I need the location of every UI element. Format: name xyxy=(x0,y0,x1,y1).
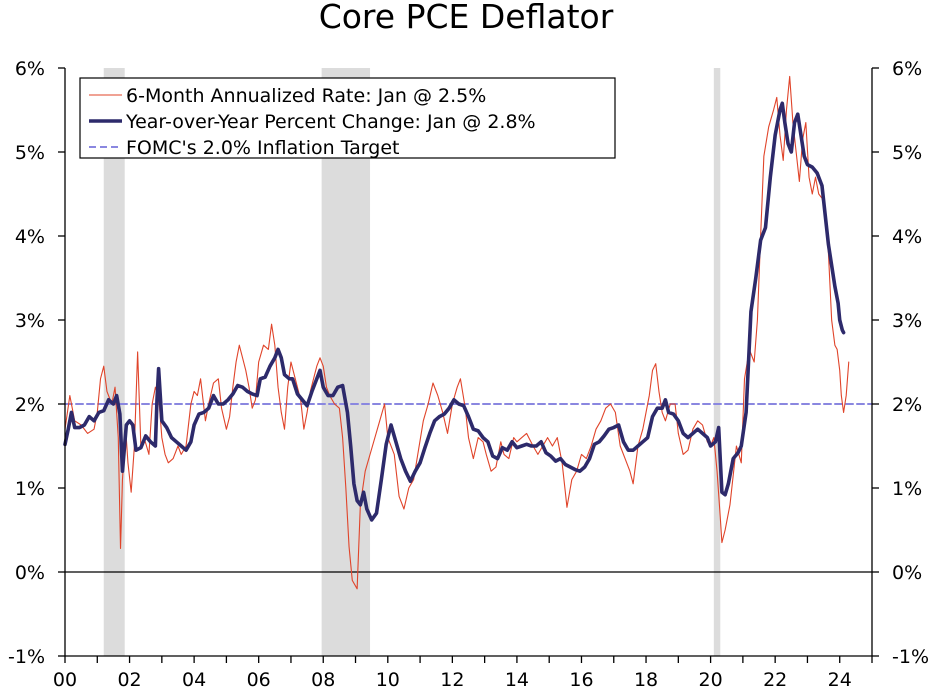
plot-frame xyxy=(64,68,873,657)
y-tick-label-right: 1% xyxy=(892,478,922,500)
y-tick-label-right: 6% xyxy=(892,58,922,80)
y-tick-label-left: 6% xyxy=(15,58,45,80)
recession-band-2 xyxy=(321,68,371,656)
y-tick-label-right: -1% xyxy=(892,646,929,668)
x-tick-label: 04 xyxy=(182,669,206,691)
legend-label-2: Year-over-Year Percent Change: Jan @ 2.8… xyxy=(125,111,536,133)
y-tick-label-right: 5% xyxy=(892,142,922,164)
y-axis-right: -1% 0% 1% 2% 3% 4% 5% 6% xyxy=(872,58,929,668)
y-tick-label-left: 5% xyxy=(15,142,45,164)
x-tick-label: 20 xyxy=(699,669,723,691)
y-tick-label-right: 0% xyxy=(892,562,922,584)
y-tick-label-right: 2% xyxy=(892,394,922,416)
x-tick-label: 12 xyxy=(440,669,464,691)
x-tick-label: 06 xyxy=(247,669,271,691)
legend-label-3: FOMC's 2.0% Inflation Target xyxy=(126,137,400,159)
x-tick-label: 14 xyxy=(505,669,529,691)
x-tick-label: 22 xyxy=(763,669,787,691)
x-tick-label: 00 xyxy=(53,669,77,691)
y-tick-label-left: 2% xyxy=(15,394,45,416)
series-lines xyxy=(63,75,873,590)
y-tick-label-left: 3% xyxy=(15,310,45,332)
recession-band-3 xyxy=(713,68,721,656)
recession-bands xyxy=(103,68,721,656)
legend: 6-Month Annualized Rate: Jan @ 2.5% Year-… xyxy=(79,77,616,159)
chart-title: Core PCE Deflator xyxy=(319,0,614,36)
x-tick-label: 10 xyxy=(376,669,400,691)
y-tick-label-left: 4% xyxy=(15,226,45,248)
x-tick-label: 24 xyxy=(828,669,852,691)
y-tick-label-right: 4% xyxy=(892,226,922,248)
x-tick-label: 02 xyxy=(117,669,141,691)
legend-box xyxy=(79,77,616,159)
y-axis-left: -1% 0% 1% 2% 3% 4% 5% 6% xyxy=(8,58,65,668)
x-tick-label: 16 xyxy=(569,669,593,691)
y-tick-label-left: 0% xyxy=(15,562,45,584)
legend-label-1: 6-Month Annualized Rate: Jan @ 2.5% xyxy=(126,85,486,107)
y-tick-label-left: 1% xyxy=(15,478,45,500)
y-tick-label-right: 3% xyxy=(892,310,922,332)
x-tick-label: 18 xyxy=(634,669,658,691)
x-axis: 00 02 04 06 08 10 12 14 16 18 20 22 24 xyxy=(53,656,873,691)
series-line-2 xyxy=(63,101,846,522)
y-tick-label-left: -1% xyxy=(8,646,45,668)
x-tick-label: 08 xyxy=(311,669,335,691)
